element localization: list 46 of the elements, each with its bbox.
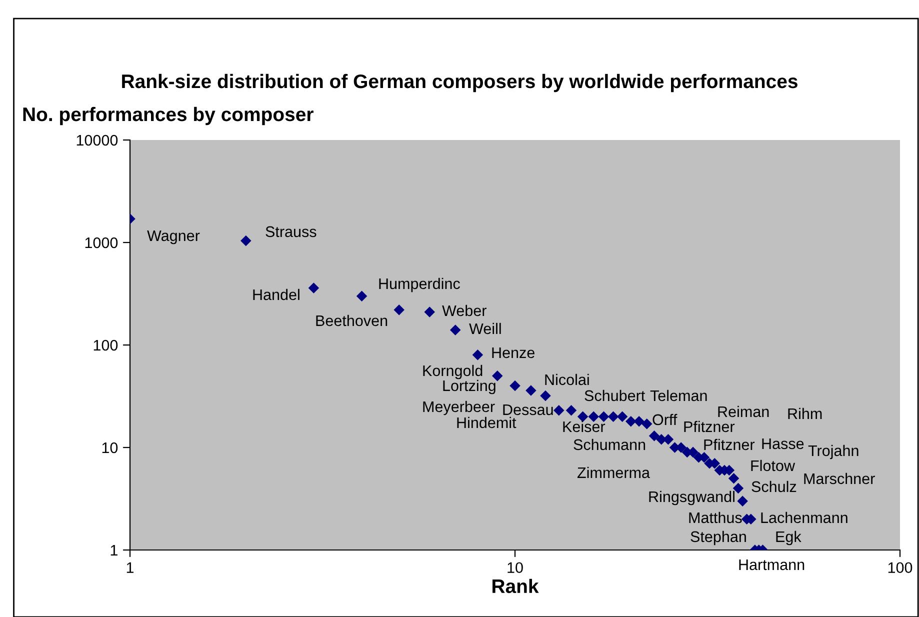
annotation: Hasse <box>762 438 804 450</box>
text: Hartmann <box>739 559 804 570</box>
annotation: Meyerbeer <box>423 400 495 416</box>
annotation: Ringsgwandl <box>649 490 734 506</box>
annotation: Dessau <box>503 404 553 416</box>
annotation: Stephan <box>690 530 746 546</box>
y-tick-label: 10000 <box>76 134 118 146</box>
y-axis-title: No. performances by composer <box>23 106 314 126</box>
annotation: Weber <box>442 304 486 316</box>
y-tick-label: 1000 <box>85 237 118 248</box>
annotation: Zimmerma <box>577 466 650 478</box>
annotation: Henze <box>492 347 534 358</box>
annotation: Schubert <box>584 390 646 402</box>
annotation: Handel <box>253 288 300 300</box>
annotation: Beethoven <box>316 314 388 326</box>
x-tick-label: 10 <box>508 562 523 574</box>
annotation: Weill <box>469 322 501 334</box>
annotation: Schumann <box>574 438 646 450</box>
annotation: Trojahn <box>808 444 858 460</box>
x-tick-label: 100 <box>888 562 912 574</box>
annotation: Egk <box>776 530 802 546</box>
annotation: Matthus <box>689 512 742 524</box>
y-tick-label: 10 <box>102 442 118 454</box>
y-tick-label: 1 <box>110 545 118 556</box>
annotation: Reiman <box>718 406 769 418</box>
chart-title: Rank-size distribution of German composers by worldwide performances <box>122 74 798 92</box>
annotation: Rihm <box>788 408 822 419</box>
annotation: Nicolai <box>545 374 589 386</box>
annotation: Lachenmann <box>761 512 848 524</box>
annotation: Lortzing <box>443 380 496 394</box>
annotation: Teleman <box>650 390 707 402</box>
x-tick-label: 1 <box>126 562 134 573</box>
annotation: Marschner <box>804 472 875 484</box>
annotation: Humperdinc <box>379 278 460 292</box>
annotation: Schulz <box>752 480 796 492</box>
annotation: Strauss <box>266 226 316 238</box>
annotation: Hindemit <box>457 416 516 428</box>
annotation: Orff <box>652 414 678 426</box>
x-axis-title: Rank <box>492 578 539 594</box>
annotation: Flotow <box>751 460 796 472</box>
annotation: Pfitzner <box>704 438 755 450</box>
annotation: Wagner <box>147 230 200 244</box>
annotation: Korngold <box>423 364 482 380</box>
annotation: Pfitzner <box>684 420 735 432</box>
y-tick-label: 100 <box>94 340 118 351</box>
annotation: Keiser <box>563 420 606 432</box>
